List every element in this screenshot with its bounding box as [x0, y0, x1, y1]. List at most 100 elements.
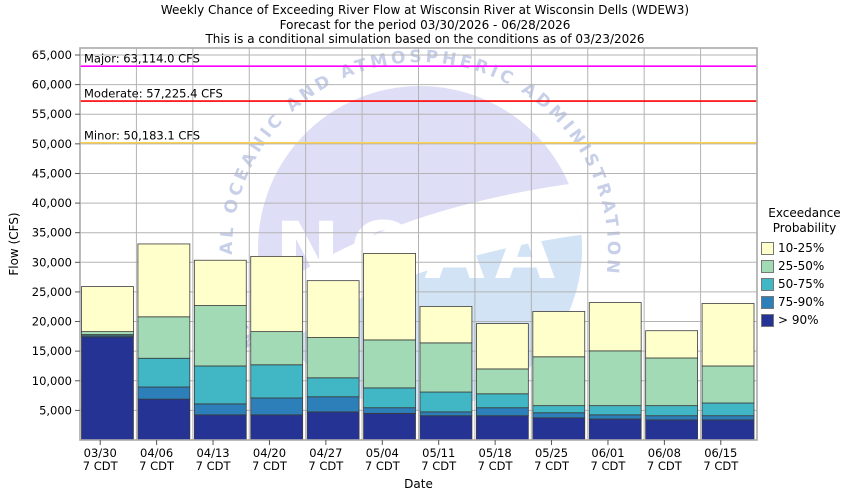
bar-segment-05/11-75-90% — [419, 411, 473, 417]
x-tick-label-date: 04/20 — [253, 446, 286, 460]
tick-labels: 5,000 10,000 15,000 20,000 25,000 30,000 35,00… — [32, 48, 739, 473]
y-tick-label: 5,000 — [39, 403, 72, 417]
x-tick-label-date: 04/27 — [309, 446, 342, 460]
bar-segment-05/25-50-75% — [532, 405, 586, 414]
legend-swatch — [761, 242, 774, 255]
bar-segment-04/06-25-50% — [137, 316, 191, 359]
bar-segment-05/18-10-25% — [476, 323, 529, 370]
bar-segment-04/06-> 90% — [137, 398, 191, 441]
bar-segment-05/04-> 90% — [363, 412, 416, 441]
bar-segment-06/01-10-25% — [588, 302, 642, 352]
x-tick-label-time: 7 CDT — [83, 459, 119, 473]
x-tick-label-time: 7 CDT — [196, 459, 232, 473]
x-tick-label-date: 04/13 — [196, 446, 229, 460]
x-tick-label-date: 05/18 — [479, 446, 512, 460]
bar-segment-04/20-25-50% — [250, 331, 304, 366]
bar-segment-04/20-50-75% — [250, 364, 304, 399]
bar-segment-04/13-10-25% — [193, 259, 247, 306]
flood-line-label-moderate: Moderate: 57,225.4 CFS — [84, 87, 223, 101]
x-tick-label-date: 06/01 — [591, 446, 624, 460]
flood-line-label-major: Major: 63,114.0 CFS — [84, 52, 200, 66]
bar-segment-06/08-10-25% — [645, 330, 698, 359]
chart-subtitle-conditions: This is a conditional simulation based o… — [205, 32, 645, 46]
tick-marks — [75, 54, 722, 445]
legend-item-label: 10-25% — [778, 241, 825, 255]
bar-segment-06/08-> 90% — [645, 419, 698, 441]
plot-border — [79, 47, 758, 441]
legend-item-1: 10-25% — [761, 242, 850, 255]
bar-segment-06/08-50-75% — [645, 405, 698, 417]
bar-segment-04/13-25-50% — [193, 305, 247, 367]
legend-title: Exceedance Probability — [759, 206, 850, 236]
bar-segment-06/01-75-90% — [588, 414, 642, 420]
legend-swatch — [761, 314, 774, 327]
bar-segment-05/04-50-75% — [363, 387, 416, 409]
bar-segment-04/06-10-25% — [137, 243, 191, 318]
legend-swatch — [761, 278, 774, 291]
x-tick-label-date: 04/06 — [140, 446, 173, 460]
bar-segment-05/18-25-50% — [476, 368, 529, 395]
y-tick-label: 45,000 — [32, 166, 72, 180]
bar-segment-04/13-50-75% — [193, 365, 247, 405]
bar-segment-04/27-50-75% — [306, 377, 360, 398]
bar-segment-05/11-25-50% — [419, 342, 473, 393]
legend-item-5: > 90% — [761, 314, 850, 327]
chart-title-block: Weekly Chance of Exceeding River Flow at… — [0, 3, 850, 47]
bar-segment-04/20-75-90% — [250, 397, 304, 416]
x-tick-label-time: 7 CDT — [252, 459, 288, 473]
bar-segment-05/11-> 90% — [419, 415, 473, 441]
bar-segment-05/04-25-50% — [363, 339, 416, 389]
stacked-bars — [81, 243, 755, 441]
x-tick-label-date: 06/15 — [704, 446, 737, 460]
x-tick-label-time: 7 CDT — [365, 459, 401, 473]
chart-subtitle-period: Forecast for the period 03/30/2026 - 06/… — [279, 17, 571, 32]
bar-segment-05/04-75-90% — [363, 407, 416, 414]
x-tick-label-time: 7 CDT — [421, 459, 457, 473]
bar-segment-04/27-> 90% — [306, 411, 360, 441]
legend-swatch — [761, 296, 774, 309]
y-tick-label: 15,000 — [32, 344, 72, 358]
legend-title-line1: Exceedance — [768, 206, 841, 220]
bar-segment-06/15-10-25% — [701, 303, 755, 367]
bar-segment-03/30-25-50% — [81, 331, 134, 335]
bar-segment-04/27-10-25% — [306, 280, 360, 338]
y-tick-label: 55,000 — [32, 107, 72, 121]
bar-segment-05/25-10-25% — [532, 311, 586, 358]
x-tick-label-date: 05/04 — [366, 446, 399, 460]
chart-title: Weekly Chance of Exceeding River Flow at… — [160, 3, 690, 17]
bar-segment-03/30-> 90% — [81, 336, 134, 441]
bar-segment-04/06-75-90% — [137, 386, 191, 400]
x-tick-label-time: 7 CDT — [478, 459, 514, 473]
bar-segment-06/01-50-75% — [588, 405, 642, 416]
legend-item-4: 75-90% — [761, 296, 850, 309]
bar-segment-06/15-50-75% — [701, 402, 755, 417]
bar-segment-04/20-10-25% — [250, 255, 304, 333]
legend-title-line2: Probability — [772, 221, 837, 235]
y-tick-label: 20,000 — [32, 315, 72, 329]
x-tick-label-time: 7 CDT — [308, 459, 344, 473]
y-tick-label: 50,000 — [32, 137, 72, 151]
legend-item-3: 50-75% — [761, 278, 850, 291]
bar-segment-05/25-75-90% — [532, 412, 586, 419]
legend-item-label: > 90% — [778, 313, 819, 327]
bar-segment-05/18-75-90% — [476, 407, 529, 417]
bar-segment-05/04-10-25% — [363, 253, 416, 341]
x-tick-label-time: 7 CDT — [647, 459, 683, 473]
bar-segment-04/13-75-90% — [193, 403, 247, 416]
exceedance-legend: Exceedance Probability 10-25% 25-50% 50-75… — [759, 206, 850, 332]
y-tick-label: 10,000 — [32, 374, 72, 388]
x-axis-label: Date — [404, 477, 433, 491]
bar-segment-05/25-25-50% — [532, 356, 586, 407]
y-tick-label: 35,000 — [32, 226, 72, 240]
y-tick-label: 30,000 — [32, 255, 72, 269]
x-tick-label-time: 7 CDT — [703, 459, 739, 473]
x-tick-label-date: 03/30 — [84, 446, 117, 460]
legend-items: 10-25% 25-50% 50-75% 75-90% > 90% — [759, 242, 850, 327]
flood-line-label-minor: Minor: 50,183.1 CFS — [84, 128, 200, 142]
legend-swatch — [761, 260, 774, 273]
x-tick-label-date: 05/25 — [535, 446, 568, 460]
bar-segment-05/11-10-25% — [419, 306, 473, 344]
y-tick-label: 25,000 — [32, 285, 72, 299]
bar-segment-06/15-> 90% — [701, 419, 755, 441]
bar-segment-05/11-50-75% — [419, 391, 473, 413]
